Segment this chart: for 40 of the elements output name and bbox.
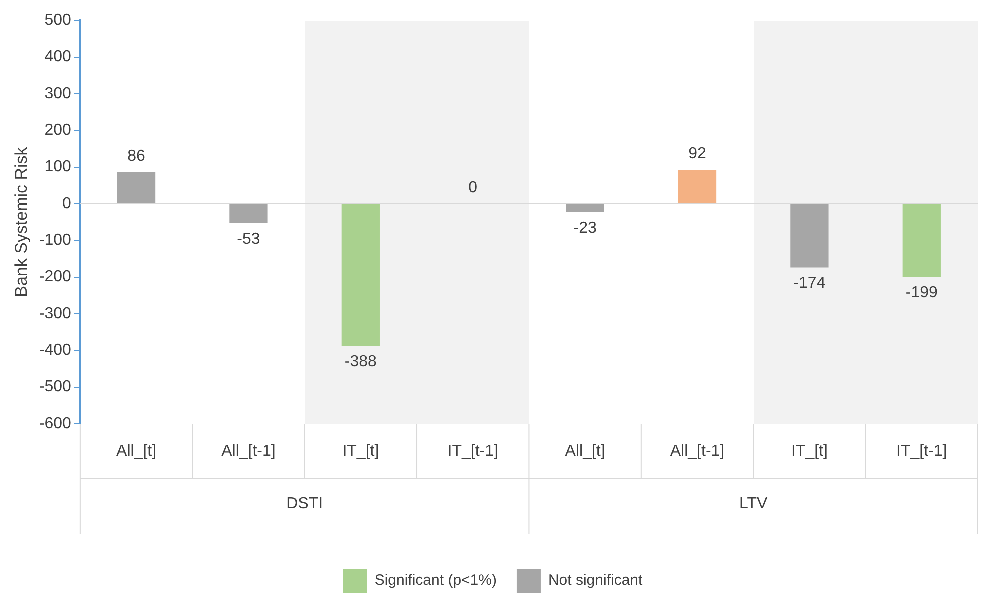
y-tick-label: 100 bbox=[44, 158, 72, 176]
x-tick-label: All_[t-1] bbox=[670, 443, 725, 460]
y-tick-label: 500 bbox=[44, 12, 72, 30]
bar bbox=[678, 170, 717, 204]
y-tick-label: -400 bbox=[39, 342, 72, 360]
x-tick-label: IT_[t-1] bbox=[448, 443, 498, 460]
data-label: 0 bbox=[468, 179, 478, 196]
legend-label: Not significant bbox=[548, 572, 644, 590]
legend-label: Significant (p<1%) bbox=[374, 572, 497, 590]
y-tick-label: -600 bbox=[39, 415, 72, 432]
x-tick-label: All_[t] bbox=[565, 443, 606, 460]
y-tick-label: 400 bbox=[44, 48, 72, 66]
data-label: 86 bbox=[128, 148, 146, 165]
bar bbox=[790, 204, 829, 268]
y-tick-label: 200 bbox=[44, 122, 72, 140]
data-label: -199 bbox=[906, 284, 938, 302]
y-tick-label: -300 bbox=[39, 305, 72, 322]
y-tick-label: -100 bbox=[39, 232, 72, 250]
bar bbox=[117, 172, 156, 204]
x-tick-label: IT_[t-1] bbox=[896, 443, 948, 460]
data-label: 92 bbox=[688, 146, 707, 163]
y-tick-label: -200 bbox=[39, 268, 72, 286]
x-tick-label: All_[t-1] bbox=[222, 443, 276, 460]
y-tick-label: -500 bbox=[39, 378, 72, 396]
text: DSTI bbox=[286, 495, 324, 512]
data-label: -388 bbox=[344, 354, 378, 371]
data-label: -53 bbox=[237, 230, 260, 248]
data-label: -174 bbox=[794, 275, 826, 292]
x-tick-label: IT_[t] bbox=[342, 443, 380, 460]
y-tick-label: 300 bbox=[44, 85, 72, 102]
bar bbox=[566, 204, 604, 212]
y-tick-label: 0 bbox=[62, 195, 72, 212]
x-tick-label: All_[t] bbox=[116, 443, 157, 460]
text: LTV bbox=[740, 495, 768, 512]
bar bbox=[342, 204, 380, 346]
bar bbox=[230, 204, 268, 224]
x-tick-label: IT_[t] bbox=[791, 443, 828, 460]
data-label: -23 bbox=[574, 220, 597, 237]
bar bbox=[902, 204, 941, 277]
y-axis-title: Bank Systemic Risk bbox=[12, 146, 31, 298]
